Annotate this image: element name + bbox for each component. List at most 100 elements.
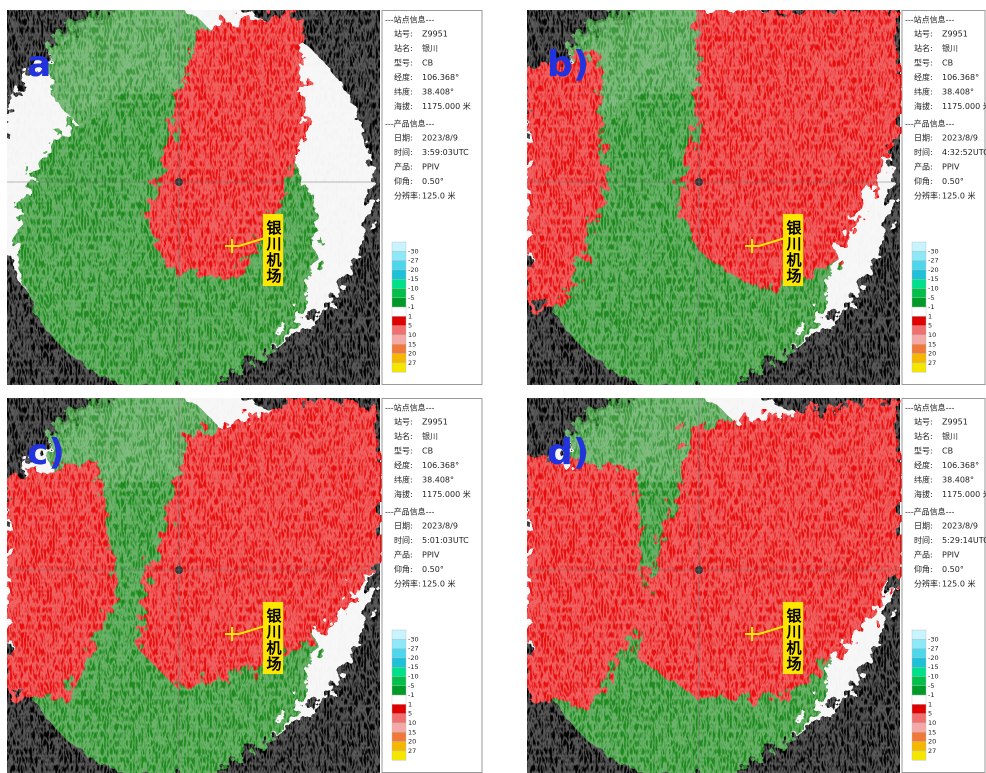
info-key: 时间:	[394, 147, 413, 157]
colorbar-label: -20	[928, 654, 939, 662]
colorbar-block	[912, 279, 926, 288]
info-key: 海拔:	[394, 489, 413, 499]
colorbar-label: -20	[928, 266, 939, 274]
info-value: 125.0 米	[422, 191, 455, 201]
info-key: 日期:	[394, 134, 413, 143]
colorbar-block	[912, 695, 926, 704]
info-key: 经度:	[394, 460, 413, 470]
info-value: 38.408°	[942, 476, 974, 485]
info-key: 站号:	[394, 417, 413, 427]
info-header: ---产品信息---	[385, 119, 434, 129]
colorbar-block	[392, 279, 406, 288]
info-key: 产品:	[914, 162, 933, 172]
panel: 银川机场a---站点信息---站号:Z9951站名:银川型号:CB经度:106.…	[7, 10, 483, 385]
info-key: 时间:	[914, 535, 933, 545]
info-value: 0.50°	[942, 177, 964, 186]
info-key: 分辨率:	[394, 579, 421, 589]
info-value: 银川	[942, 431, 958, 441]
colorbar-label: -27	[928, 257, 939, 265]
colorbar-block	[392, 363, 406, 372]
info-value: CB	[942, 59, 953, 68]
colorbar-block	[912, 251, 926, 260]
colorbar-label: 15	[928, 340, 936, 348]
colorbar-label: -15	[928, 663, 939, 671]
colorbar-block	[912, 704, 926, 713]
colorbar-block	[912, 658, 926, 667]
colorbar-label: -15	[928, 275, 939, 283]
colorbar-label: -10	[408, 673, 419, 681]
colorbar-label: 27	[928, 747, 936, 755]
panel-label: d)	[547, 432, 589, 473]
info-value: 4:32:52UTC	[942, 148, 986, 157]
colorbar-block	[912, 289, 926, 298]
colorbar-label: 20	[408, 738, 416, 746]
colorbar-block	[392, 695, 406, 704]
colorbar-label: 5	[408, 710, 412, 718]
info-key: 海拔:	[394, 101, 413, 111]
colorbar-label: -15	[408, 663, 419, 671]
colorbar-block	[912, 344, 926, 353]
colorbar-block	[392, 335, 406, 344]
info-key: 站名:	[914, 43, 933, 53]
info-value: 银川	[942, 43, 958, 53]
info-value: 1175.000 米	[942, 101, 986, 111]
info-key: 日期:	[914, 522, 933, 531]
info-value: 5:01:03UTC	[422, 536, 469, 545]
info-value: 0.50°	[942, 565, 964, 574]
radar-image: 银川机场c)	[7, 398, 380, 773]
colorbar-block	[912, 751, 926, 760]
info-key: 分辨率:	[394, 191, 421, 201]
colorbar-label: 15	[408, 728, 416, 736]
info-value: 0.50°	[422, 565, 444, 574]
info-key: 经度:	[914, 460, 933, 470]
colorbar-label: -10	[928, 673, 939, 681]
info-key: 产品:	[914, 550, 933, 560]
colorbar-label: -1	[408, 303, 414, 311]
info-key: 站号:	[914, 417, 933, 427]
colorbar-label: -30	[928, 247, 939, 255]
info-value: PPIV	[942, 551, 960, 560]
info-value: 38.408°	[422, 88, 454, 97]
info-value: CB	[422, 447, 433, 456]
colorbar-label: 5	[408, 322, 412, 330]
colorbar-label: 27	[408, 747, 416, 755]
colorbar-block	[392, 677, 406, 686]
info-value: 2023/8/9	[942, 522, 978, 531]
info-key: 仰角:	[914, 564, 933, 574]
colorbar-label: 27	[408, 359, 416, 367]
colorbar-block	[912, 261, 926, 270]
info-value: Z9951	[942, 418, 968, 427]
colorbar-label: -10	[928, 285, 939, 293]
colorbar-block	[392, 723, 406, 732]
colorbar-label: -5	[928, 294, 934, 302]
radar-image: 银川机场d)	[527, 398, 900, 773]
colorbar-block	[912, 732, 926, 741]
info-value: PPIV	[422, 163, 440, 172]
colorbar-block	[392, 714, 406, 723]
info-key: 海拔:	[914, 101, 933, 111]
colorbar-label: 1	[928, 312, 932, 320]
info-key: 纬度:	[394, 87, 413, 97]
colorbar-label: -27	[408, 645, 419, 653]
colorbar-label: 5	[928, 322, 932, 330]
colorbar-block	[392, 242, 406, 251]
info-key: 时间:	[394, 535, 413, 545]
info-key: 分辨率:	[914, 579, 941, 589]
info-key: 产品:	[394, 550, 413, 560]
colorbar-label: -10	[408, 285, 419, 293]
colorbar-block	[392, 261, 406, 270]
colorbar-block	[392, 742, 406, 751]
colorbar-label: -5	[408, 682, 414, 690]
info-key: 经度:	[394, 72, 413, 82]
panel-label: c)	[27, 432, 65, 473]
panel: 银川机场c)---站点信息---站号:Z9951站名:银川型号:CB经度:106…	[7, 398, 483, 773]
colorbar-block	[912, 335, 926, 344]
colorbar-block	[392, 316, 406, 325]
colorbar-block	[912, 354, 926, 363]
info-key: 型号:	[914, 59, 933, 68]
colorbar-block	[912, 363, 926, 372]
colorbar-block	[392, 270, 406, 279]
info-value: 125.0 米	[942, 191, 975, 201]
colorbar-label: 10	[928, 719, 936, 727]
